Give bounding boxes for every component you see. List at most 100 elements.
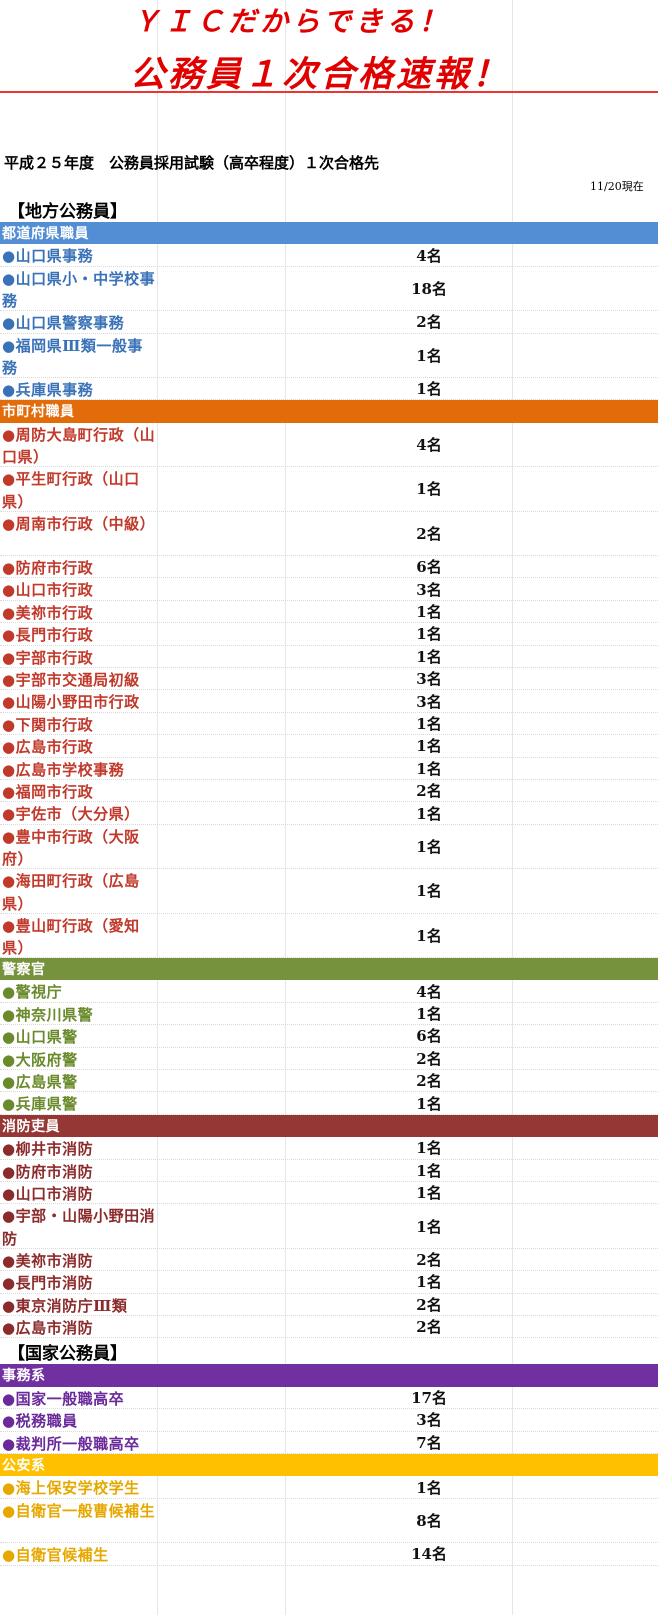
table-row: ●山口県警察事務 2名 [0,311,658,334]
employer-name: ●裁判所一般職高卒 [2,1434,140,1453]
employer-name: ●山口県小・中学校事務 [2,269,156,311]
employer-name: ●平生町行政（山口県） [2,470,140,511]
employer-name: ●防府市消防 [2,1162,94,1181]
pass-count: 2名 [416,782,442,801]
table-row: ●山口県事務 4名 [0,244,658,267]
pass-count: 8名 [416,1511,442,1530]
exam-title: 平成２５年度 公務員採用試験（高卒程度）１次合格先 [4,154,380,172]
table-row: ●福岡市行政 2名 [0,780,658,803]
pass-count: 3名 [416,580,442,599]
table-row: ●山口市消防 1名 [0,1182,658,1205]
pass-count: 1名 [416,625,442,644]
table-row: ●豊中市行政（大阪府） 1名 [0,825,658,870]
banner-underline [0,91,658,93]
pass-count: 2名 [416,313,442,332]
category-header: 都道府県職員 [0,222,658,245]
category-header: 事務系 [0,1364,658,1387]
employer-name: ●山口市消防 [2,1185,94,1203]
employer-name: ●海上保安学校学生 [2,1479,140,1498]
pass-count: 17名 [411,1388,447,1407]
section-label: 【国家公務員】 [8,1344,127,1365]
pass-count: 2名 [416,1072,442,1091]
pass-count: 3名 [416,1411,442,1430]
pass-count: 1名 [416,1139,442,1158]
pass-count: 4名 [416,435,442,454]
pass-count: 1名 [416,737,442,756]
employer-name: ●自衛官候補生 [2,1546,109,1565]
pass-count: 7名 [416,1433,442,1452]
table-row: ●広島市消防 2名 [0,1316,658,1339]
employer-name: ●周防大島町行政（山口県） [2,425,156,467]
pass-count: 1名 [416,1273,442,1292]
table-row: ●宇佐市（大分県） 1名 [0,802,658,825]
table-row: ●広島市行政 1名 [0,735,658,758]
grid-line [285,0,286,1615]
table-row: ●長門市消防 1名 [0,1271,658,1294]
employer-name: ●防府市行政 [2,559,94,577]
banner-title-line1: ＹＩＣだからできる！ [132,5,451,38]
table-row: ●山口県警 6名 [0,1025,658,1048]
pass-count: 1名 [416,346,442,365]
category-header: 市町村職員 [0,400,658,423]
pass-count: 1名 [416,1184,442,1203]
table-row: ●裁判所一般職高卒 7名 [0,1432,658,1454]
table-row: ●柳井市消防 1名 [0,1137,658,1160]
as-of-date: 11/20現在 [590,180,644,193]
employer-name: ●周南市行政（中級） [2,514,156,533]
table-row: ●広島県警 2名 [0,1070,658,1093]
table-row: ●海田町行政（広島県） 1名 [0,869,658,914]
pass-count: 3名 [416,670,442,689]
table-row: ●東京消防庁Ⅲ類 2名 [0,1294,658,1316]
pass-count: 2名 [416,1318,442,1337]
category-name: 市町村職員 [2,404,75,421]
employer-name: ●下関市行政 [2,715,94,734]
grid-line [157,0,158,1615]
table-row: ●周防大島町行政（山口県） 4名 [0,423,658,468]
pass-count: 6名 [416,1027,442,1046]
banner-title-line2: 公務員１次合格速報！ [130,54,511,95]
pass-count: 2名 [416,1250,442,1269]
category-header: 消防吏員 [0,1114,658,1138]
pass-count: 2名 [416,1295,442,1314]
employer-name: ●福岡市行政 [2,783,94,801]
table-row: ●宇部・山陽小野田消防 1名 [0,1204,658,1249]
table-row: ●山口県小・中学校事務 18名 [0,267,658,312]
employer-name: ●山口市行政 [2,581,94,600]
pass-count: 1名 [416,1004,442,1023]
pass-count: 1名 [416,1161,442,1180]
employer-name: ●神奈川県警 [2,1005,94,1024]
employer-name: ●兵庫県事務 [2,381,94,399]
pass-count: 1名 [416,380,442,399]
employer-name: ●山口県事務 [2,247,94,266]
table-row: ●警視庁 4名 [0,980,658,1003]
table-row: ●防府市行政 6名 [0,556,658,579]
table-row: ●美祢市行政 1名 [0,601,658,624]
table-row: ●福岡県Ⅲ類一般事務 1名 [0,334,658,378]
employer-name: ●柳井市消防 [2,1140,94,1159]
table-row: ●防府市消防 1名 [0,1160,658,1182]
employer-name: ●長門市行政 [2,626,94,645]
employer-name: ●東京消防庁Ⅲ類 [2,1296,128,1315]
employer-name: ●大阪府警 [2,1050,78,1069]
table-row: ●国家一般職高卒 17名 [0,1387,658,1410]
pass-count: 14名 [411,1545,447,1564]
category-name: 警察官 [2,962,46,978]
table-row: ●自衛官候補生 14名 [0,1543,658,1566]
pass-count: 1名 [416,480,442,499]
category-header: 警察官 [0,958,658,981]
pass-count: 1名 [416,1217,442,1236]
pass-count: 1名 [416,882,442,901]
pass-count: 4名 [416,246,442,265]
employer-name: ●美祢市消防 [2,1251,94,1270]
employer-name: ●福岡県Ⅲ類一般事務 [2,336,143,377]
section-label: 【地方公務員】 [8,202,127,222]
table-row: ●長門市行政 1名 [0,623,658,646]
pass-count: 18名 [411,279,447,298]
table-row: ●広島市学校事務 1名 [0,758,658,780]
table-row: ●豊山町行政（愛知県） 1名 [0,914,658,958]
category-name: 公安系 [2,1458,46,1474]
employer-name: ●広島市消防 [2,1319,94,1337]
table-row: ●海上保安学校学生 1名 [0,1476,658,1499]
employer-name: ●宇部市交通局初級 [2,671,140,689]
table-row: ●兵庫県事務 1名 [0,378,658,401]
